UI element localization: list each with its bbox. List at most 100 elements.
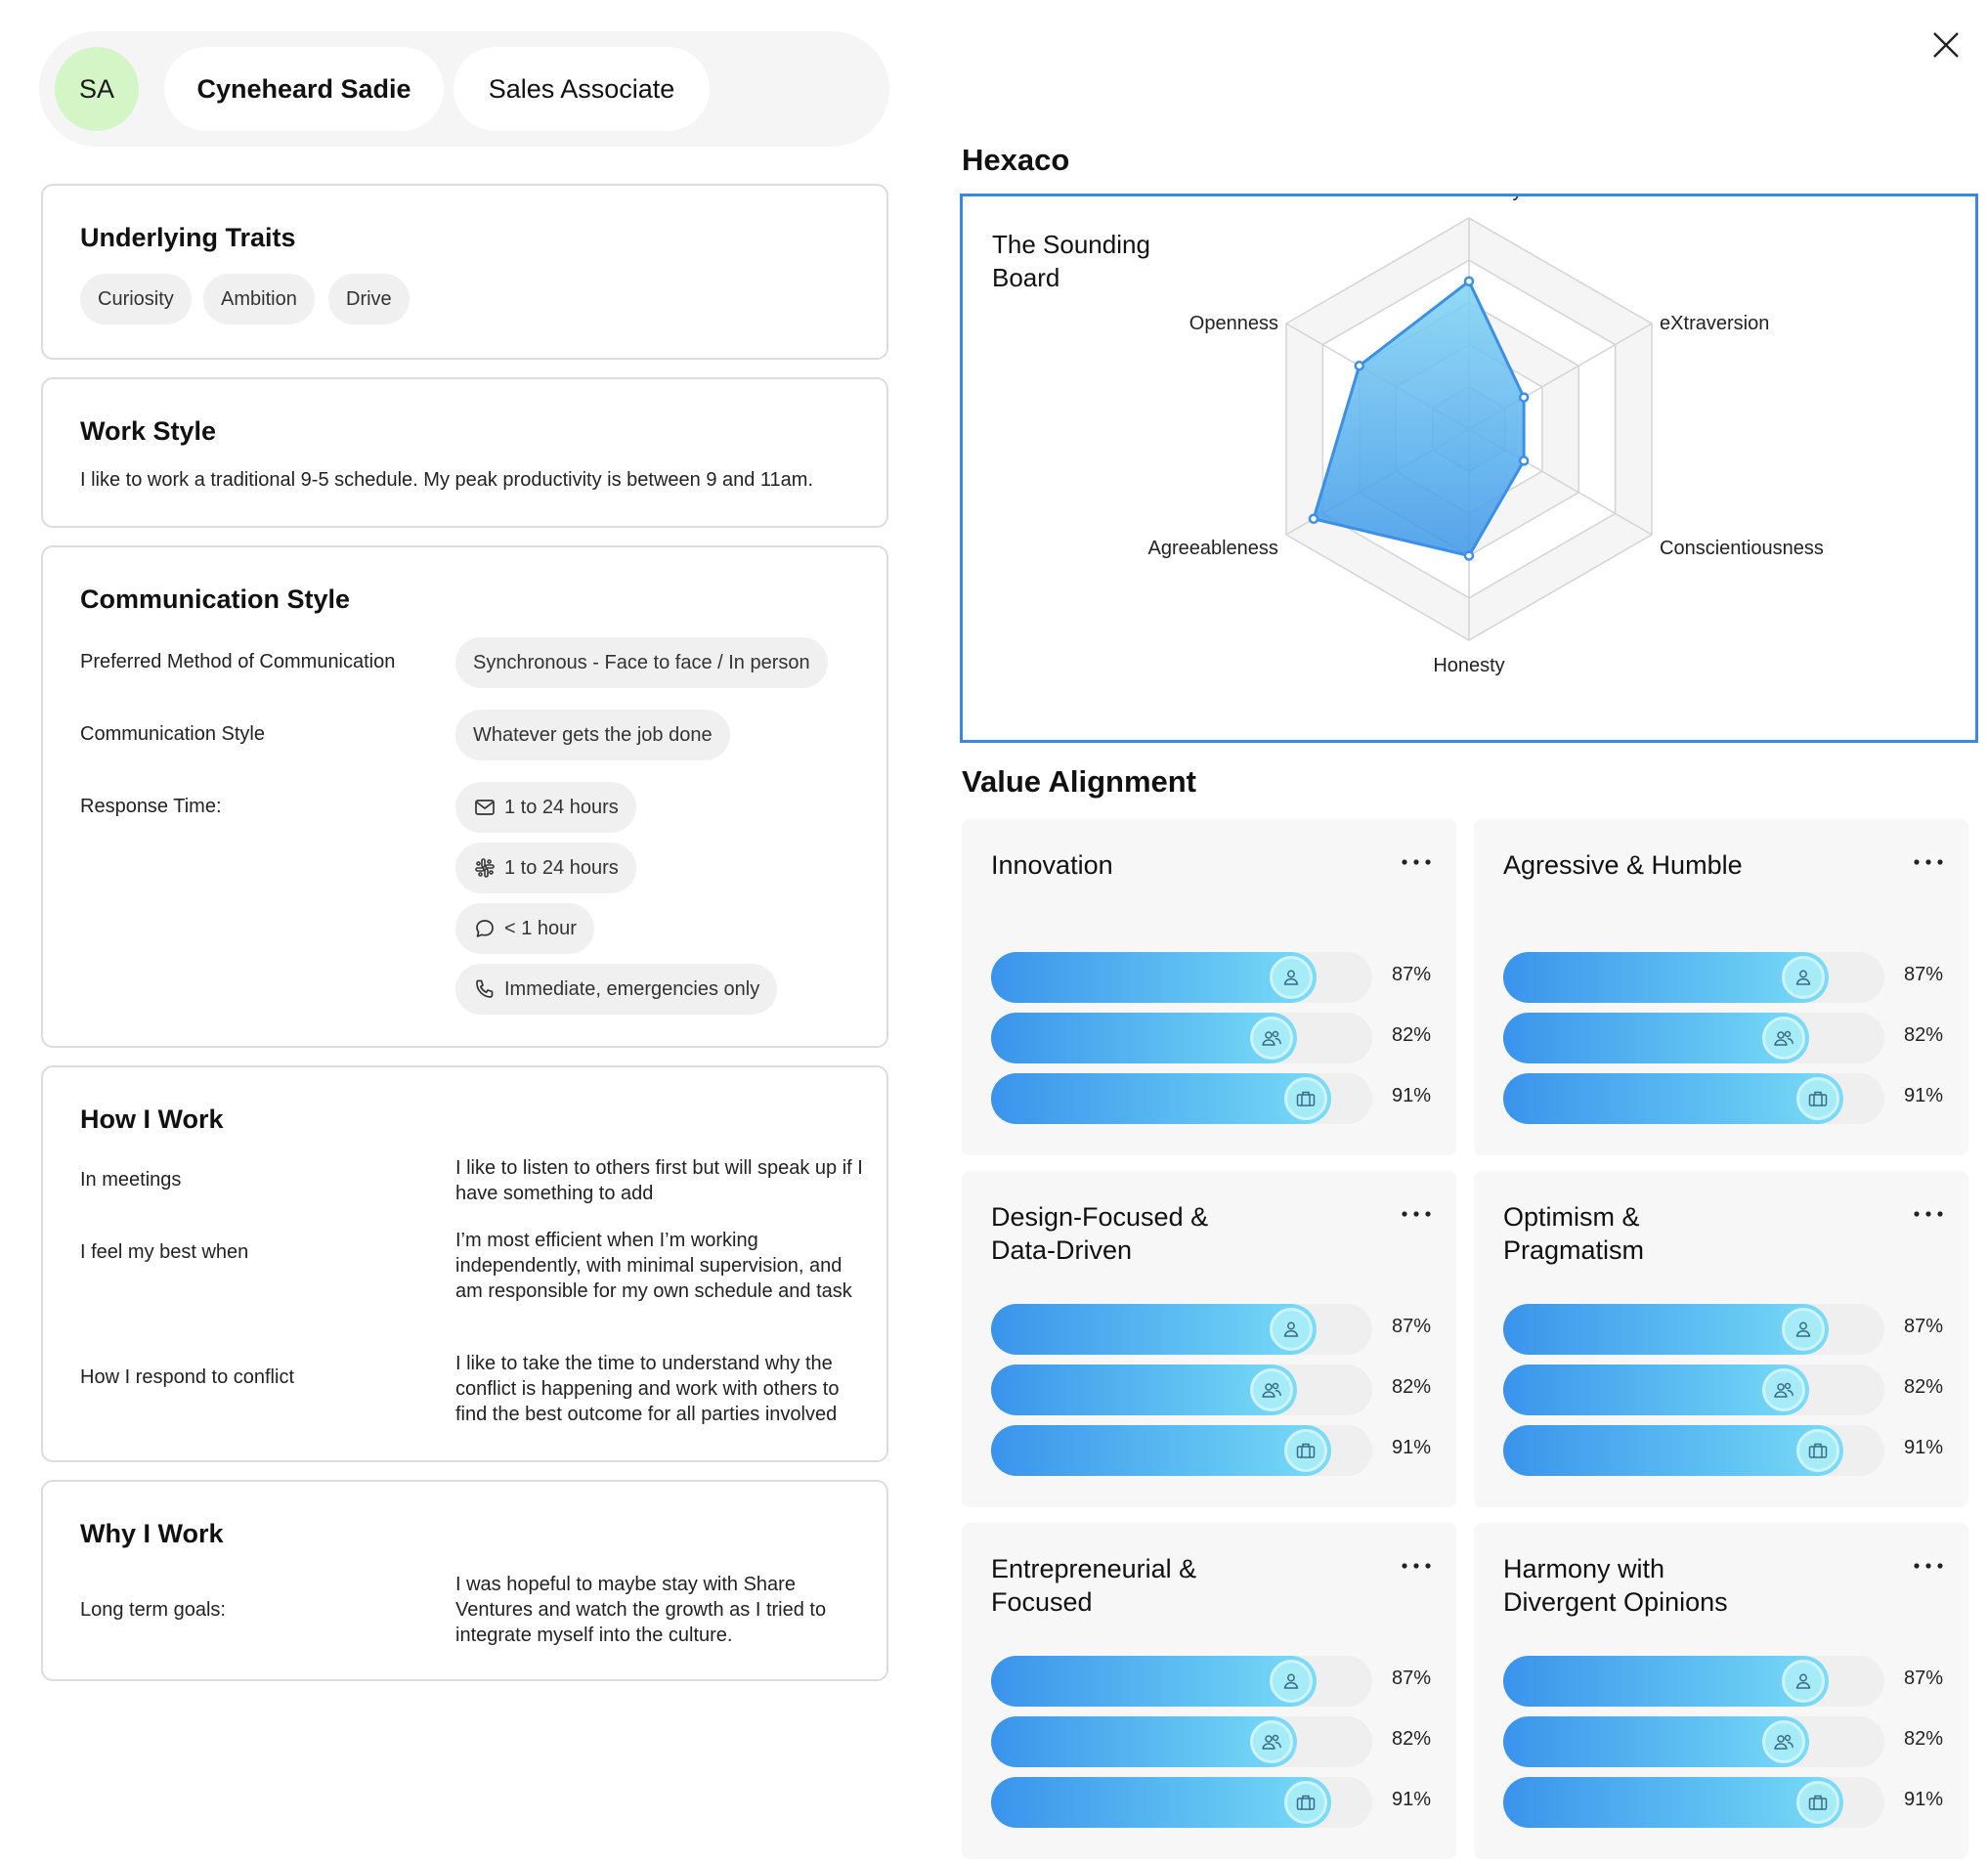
people-icon[interactable] <box>1250 1720 1293 1763</box>
people-icon[interactable] <box>1762 1017 1805 1060</box>
how-i-work-value: I’m most efficient when I’m working inde… <box>455 1230 852 1302</box>
value-bar-row: 87% <box>1503 1656 1943 1707</box>
value-bar-percent: 87% <box>1904 1668 1944 1689</box>
value-card-title: Optimism & Pragmatism <box>1503 1202 1645 1265</box>
person-icon[interactable] <box>1270 1308 1313 1351</box>
more-options-icon[interactable] <box>1397 1556 1436 1576</box>
value-bar-percent: 82% <box>1392 1376 1432 1398</box>
more-options-icon[interactable] <box>1397 1204 1436 1224</box>
value-bar-percent: 91% <box>1392 1085 1432 1106</box>
radar-axis-label: Openness <box>1189 313 1278 334</box>
more-options-icon[interactable] <box>1909 852 1948 872</box>
profile-name[interactable]: Cyneheard Sadie <box>164 47 444 131</box>
person-icon[interactable] <box>1782 1660 1825 1703</box>
briefcase-icon[interactable] <box>1796 1781 1839 1824</box>
communication-style-chip[interactable]: Whatever gets the job done <box>455 710 730 760</box>
value-bar-fill <box>1503 1777 1843 1828</box>
value-bar-fill <box>1503 1716 1809 1767</box>
people-icon[interactable] <box>1762 1368 1805 1411</box>
more-options-icon[interactable] <box>1909 1204 1948 1224</box>
response-time-chip[interactable]: Immediate, emergencies only <box>455 964 778 1015</box>
value-card[interactable]: Optimism & Pragmatism 87% 82% 91% <box>1474 1171 1968 1507</box>
briefcase-icon[interactable] <box>1284 1781 1327 1824</box>
value-card-title: Innovation <box>991 850 1113 880</box>
value-card-title: Harmony with Divergent Opinions <box>1503 1554 1728 1617</box>
value-bar-fill <box>1503 1304 1829 1355</box>
how-i-work-label: I feel my best when <box>80 1241 249 1263</box>
value-bar-row: 91% <box>991 1425 1431 1476</box>
value-bar-percent: 87% <box>1392 964 1432 985</box>
more-options-icon[interactable] <box>1909 1556 1948 1576</box>
value-bar-track <box>1503 1425 1884 1476</box>
radar-point-agreeableness <box>1308 513 1319 525</box>
briefcase-icon[interactable] <box>1284 1077 1327 1120</box>
preferred-method-label: Preferred Method of Communication <box>80 651 396 672</box>
person-icon[interactable] <box>1270 1660 1313 1703</box>
trait-chip[interactable]: Drive <box>328 274 410 325</box>
long-term-goals-value: I was hopeful to maybe stay with Share V… <box>455 1574 827 1646</box>
card-title: How I Work <box>80 1105 224 1134</box>
value-bar-track <box>1503 1716 1884 1767</box>
radar-axis-label: Emotionality <box>1416 196 1523 201</box>
value-bar-percent: 82% <box>1392 1728 1432 1750</box>
more-options-icon[interactable] <box>1397 852 1436 872</box>
why-i-work-card: Why I Work Long term goals: I was hopefu… <box>41 1480 888 1681</box>
preferred-method-chip[interactable]: Synchronous - Face to face / In person <box>455 637 828 688</box>
value-bar-percent: 87% <box>1392 1316 1432 1337</box>
value-bar-row: 91% <box>1503 1777 1943 1828</box>
avatar[interactable]: SA <box>55 47 139 131</box>
value-bar-row: 82% <box>1503 1716 1943 1767</box>
response-time-chip[interactable]: 1 to 24 hours <box>455 843 636 893</box>
value-card-title: Agressive & Humble <box>1503 850 1743 880</box>
response-time-text: 1 to 24 hours <box>504 856 619 879</box>
chat-bubble-icon <box>473 917 497 940</box>
hexaco-chart[interactable]: The Sounding Board Emotionality eXtravers… <box>960 194 1978 743</box>
response-time-chip[interactable]: < 1 hour <box>455 903 594 954</box>
value-bar-row: 91% <box>991 1073 1431 1124</box>
value-bar-track <box>991 1073 1372 1124</box>
profile-role[interactable]: Sales Associate <box>454 47 710 131</box>
person-icon[interactable] <box>1782 956 1825 999</box>
value-card[interactable]: Harmony with Divergent Opinions 87% 82% 91% <box>1474 1523 1968 1859</box>
value-bar-percent: 91% <box>1904 1437 1944 1458</box>
value-card[interactable]: Innovation 87% 82% 91% <box>962 819 1456 1155</box>
value-bar-percent: 91% <box>1392 1789 1432 1810</box>
briefcase-icon[interactable] <box>1796 1429 1839 1472</box>
value-bar-fill <box>1503 1365 1809 1415</box>
trait-chip[interactable]: Ambition <box>203 274 315 325</box>
close-icon[interactable] <box>1923 22 1969 68</box>
people-icon[interactable] <box>1250 1017 1293 1060</box>
value-bar-fill <box>991 1656 1317 1707</box>
card-title: Communication Style <box>80 585 351 614</box>
person-icon[interactable] <box>1782 1308 1825 1351</box>
value-bar-percent: 87% <box>1904 1316 1944 1337</box>
mail-icon <box>473 796 497 819</box>
response-time-chip[interactable]: 1 to 24 hours <box>455 782 636 833</box>
briefcase-icon[interactable] <box>1796 1077 1839 1120</box>
people-icon[interactable] <box>1250 1368 1293 1411</box>
people-icon[interactable] <box>1762 1720 1805 1763</box>
value-bar-row: 82% <box>991 1365 1431 1415</box>
value-bar-row: 82% <box>1503 1365 1943 1415</box>
value-card[interactable]: Design-Focused & Data-Driven 87% 82% 91% <box>962 1171 1456 1507</box>
value-card[interactable]: Agressive & Humble 87% 82% 91% <box>1474 819 1968 1155</box>
value-card[interactable]: Entrepreneurial & Focused 87% 82% 91% <box>962 1523 1456 1859</box>
value-bar-percent: 91% <box>1392 1437 1432 1458</box>
value-bar-row: 87% <box>991 1304 1431 1355</box>
person-icon[interactable] <box>1270 956 1313 999</box>
value-bar-row: 82% <box>991 1013 1431 1063</box>
value-bar-row: 82% <box>1503 1013 1943 1063</box>
slack-icon <box>473 856 497 880</box>
value-bar-track <box>1503 1013 1884 1063</box>
value-card-title: Entrepreneurial & Focused <box>991 1554 1197 1617</box>
value-bar-percent: 82% <box>1904 1728 1944 1750</box>
value-bar-percent: 82% <box>1904 1024 1944 1046</box>
value-bar-fill <box>991 1304 1317 1355</box>
value-bar-fill <box>991 1425 1331 1476</box>
profile-header: SA Cyneheard Sadie Sales Associate <box>39 31 889 147</box>
value-bar-fill <box>991 1073 1331 1124</box>
briefcase-icon[interactable] <box>1284 1429 1327 1472</box>
long-term-goals-label: Long term goals: <box>80 1599 226 1621</box>
trait-chip[interactable]: Curiosity <box>80 274 192 325</box>
value-bar-track <box>991 1716 1372 1767</box>
